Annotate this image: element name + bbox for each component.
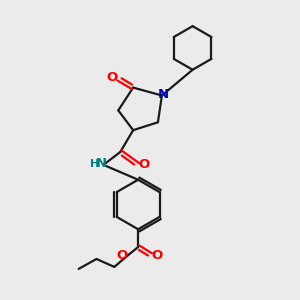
Text: H: H [90, 159, 99, 169]
Text: O: O [107, 71, 118, 84]
Text: O: O [117, 248, 128, 262]
Text: O: O [151, 248, 163, 262]
Text: N: N [157, 88, 168, 101]
Text: O: O [138, 158, 150, 171]
Text: N: N [96, 158, 107, 170]
